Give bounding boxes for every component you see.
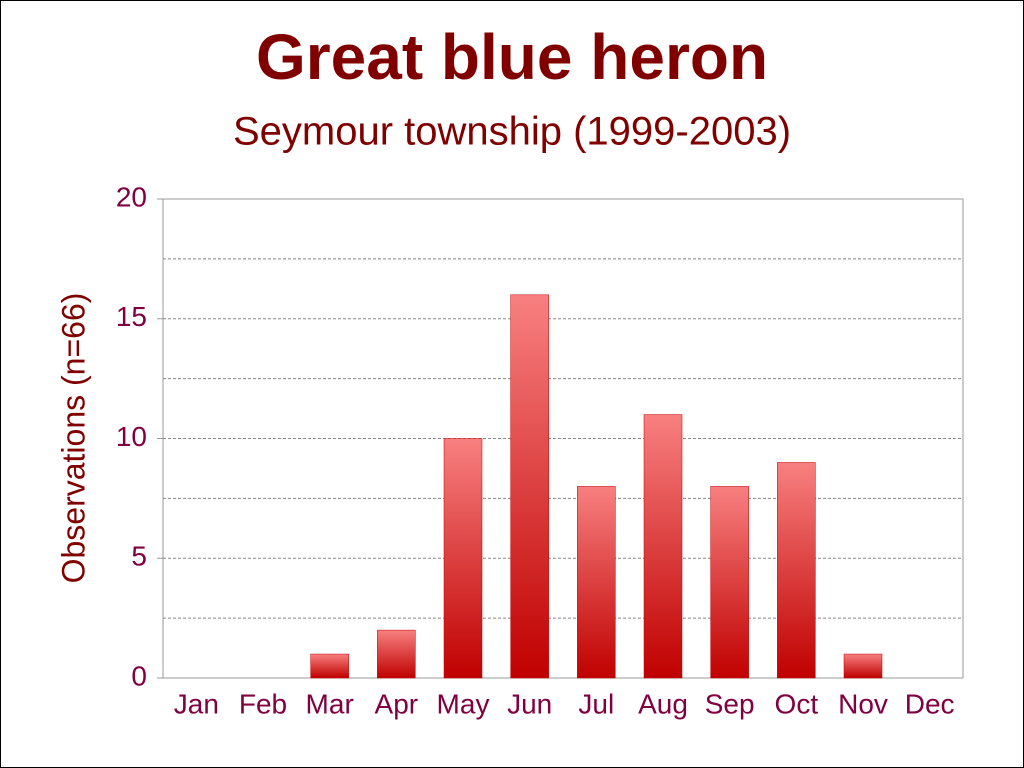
x-tick-label: Dec (905, 688, 955, 719)
y-axis-label: Observations (n=66) (55, 293, 91, 584)
bar (843, 653, 883, 679)
x-tick-label: Aug (638, 688, 688, 719)
chart-title: Great blue heron (256, 21, 768, 93)
bar (710, 486, 749, 679)
bar (643, 414, 683, 679)
x-tick-label: Jan (174, 688, 219, 719)
y-tick-label: 15 (116, 301, 147, 332)
chart-subtitle: Seymour township (1999-2003) (233, 110, 791, 154)
x-tick-label: May (437, 688, 490, 719)
bar (377, 629, 416, 679)
x-tick-label: Apr (375, 688, 419, 719)
x-tick-label: Jun (507, 688, 552, 719)
x-tick-label: Mar (306, 688, 354, 719)
x-tick-label: Jul (578, 688, 614, 719)
bar (443, 438, 483, 679)
y-tick-label: 0 (131, 660, 147, 691)
bar (777, 462, 816, 679)
x-tick-label: Oct (775, 688, 819, 719)
y-tick-label: 20 (116, 181, 147, 212)
x-tick-label: Sep (705, 688, 755, 719)
y-tick-label: 5 (131, 541, 147, 572)
bar (310, 653, 349, 679)
bar (577, 486, 616, 679)
x-tick-label: Nov (838, 688, 888, 719)
x-tick-label: Feb (239, 688, 287, 719)
bar (510, 294, 549, 679)
y-tick-label: 10 (116, 421, 147, 452)
